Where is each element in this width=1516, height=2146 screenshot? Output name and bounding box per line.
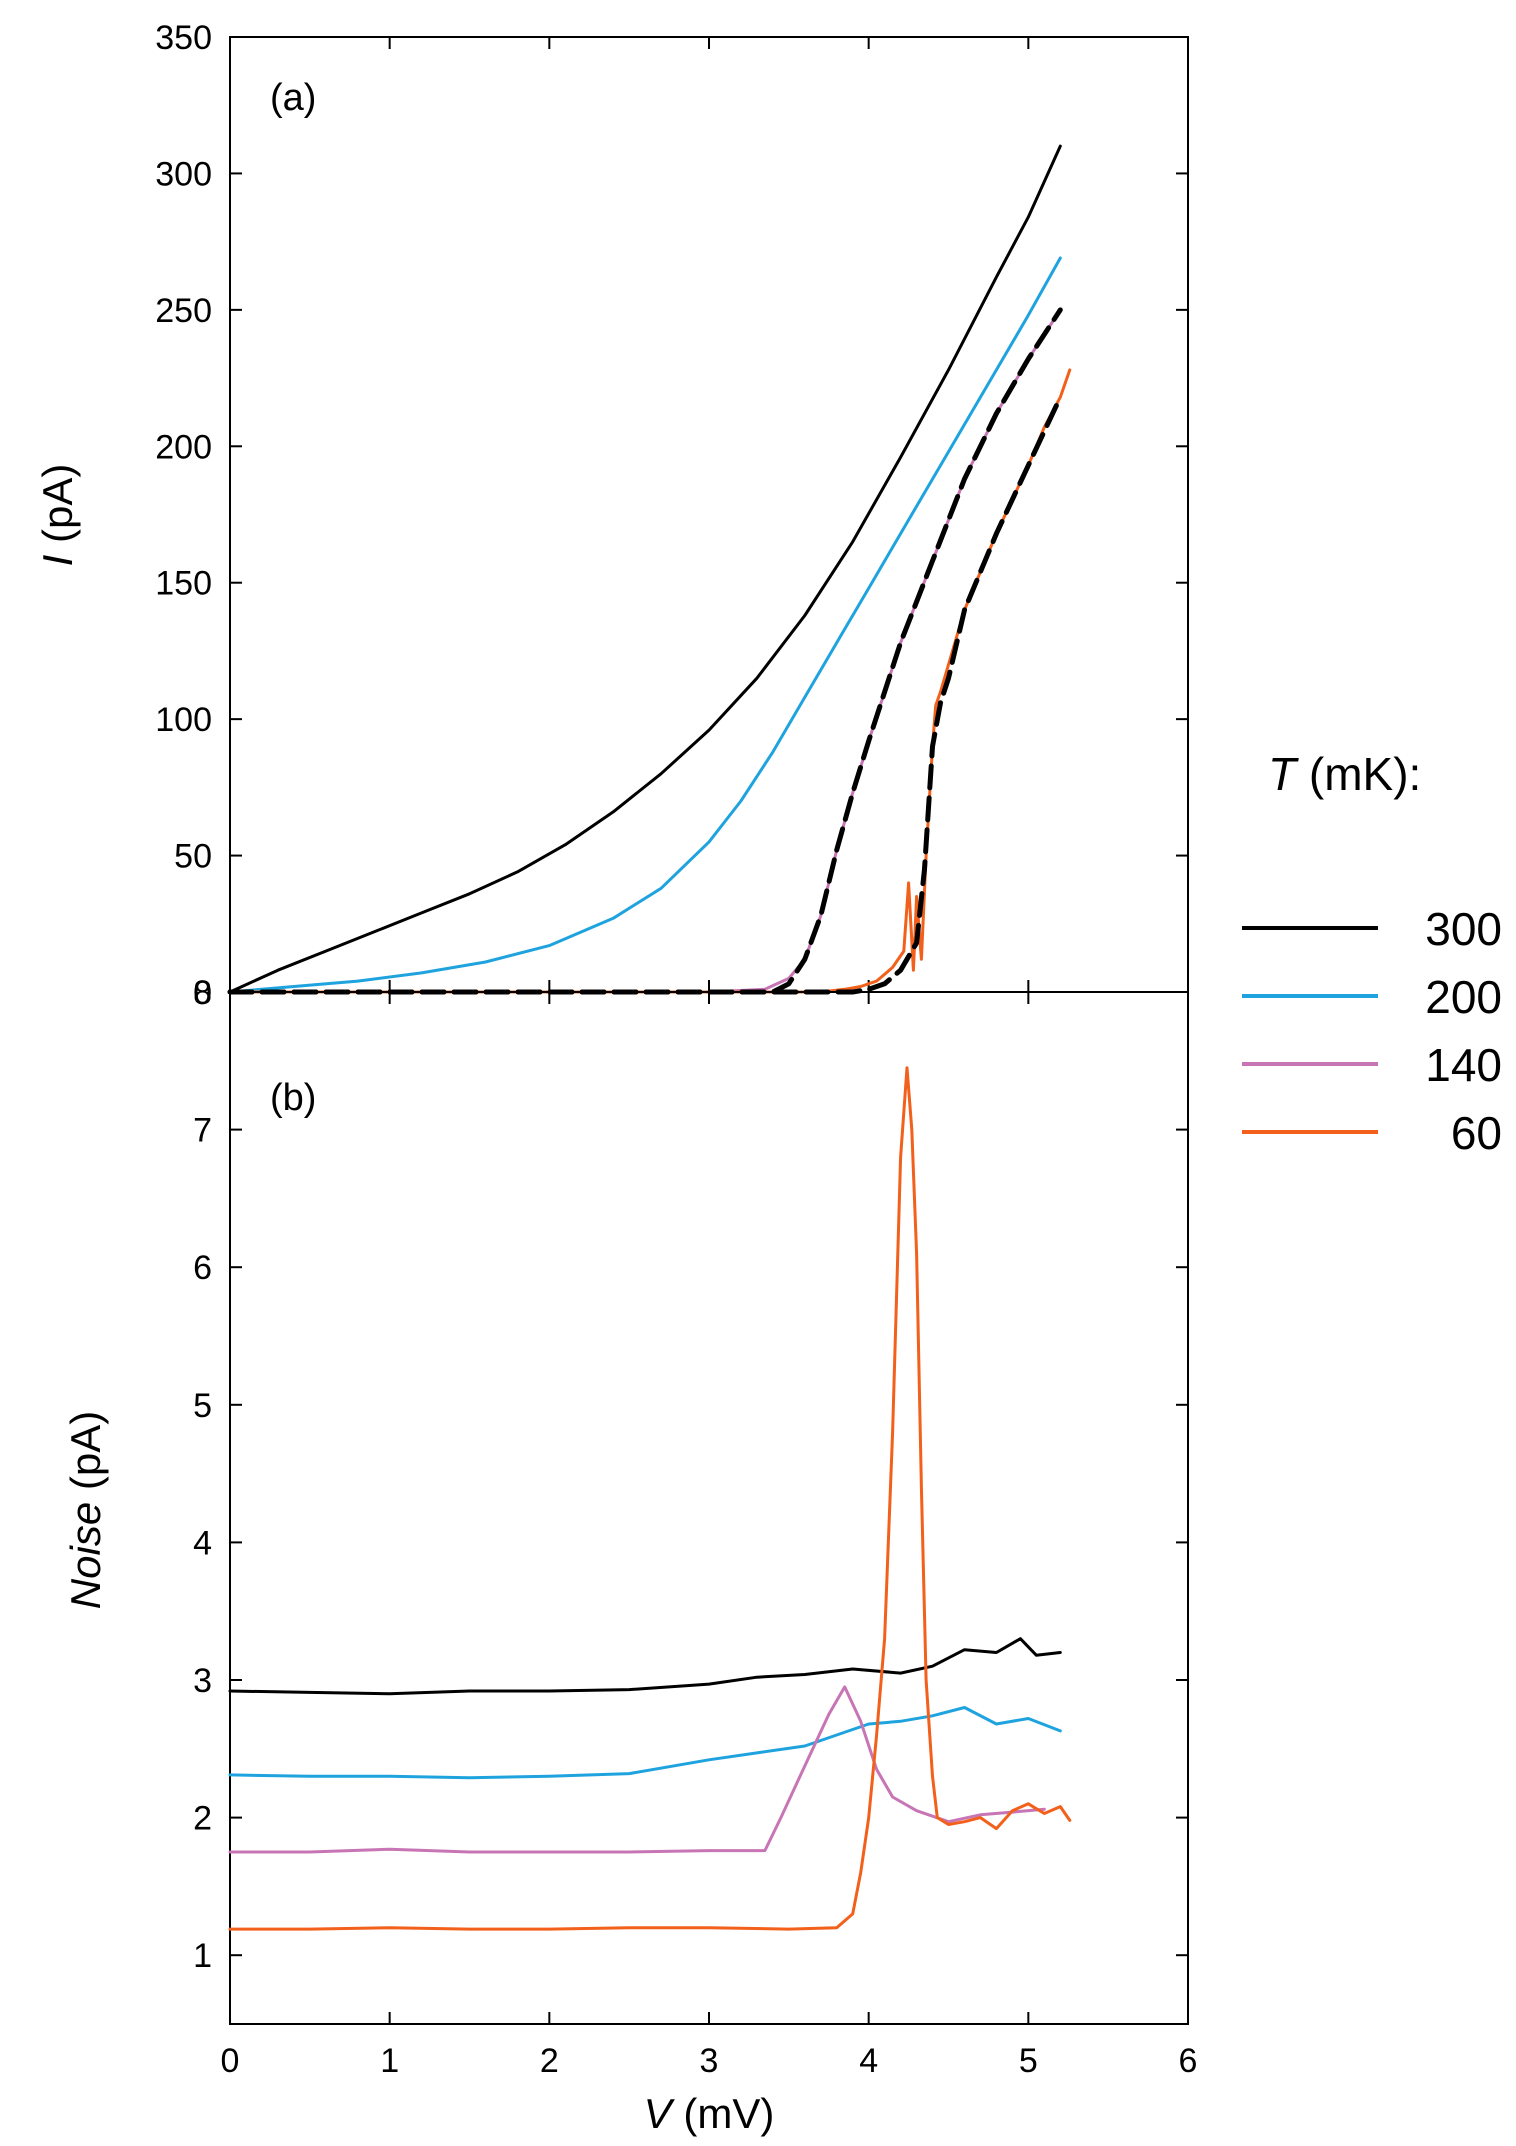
series-line-140-fit — [227, 307, 1063, 995]
y-tick-label: 150 — [155, 565, 212, 603]
x-axis-unit: (mV) — [672, 2090, 775, 2137]
series-line-140 — [228, 1685, 1046, 1854]
y-tick-label: 1 — [193, 1937, 212, 1975]
y-tick-label: 0 — [193, 974, 212, 1012]
y-tick-label: 5 — [193, 1387, 212, 1425]
x-tick-label: 4 — [859, 2042, 878, 2080]
legend-title-var: T — [1268, 748, 1299, 800]
y-tick-label: 350 — [155, 19, 212, 57]
series-line-140 — [228, 308, 1062, 994]
panel-a-label: (a) — [270, 77, 316, 119]
series-line-60-fit — [227, 394, 1063, 995]
x-tick-label: 6 — [1179, 2042, 1198, 2080]
y-tick-label: 300 — [155, 155, 212, 193]
series-line-200 — [228, 1706, 1062, 1780]
y-tick-label: 200 — [155, 428, 212, 466]
panel-b-y-axis-unit: (pA) — [62, 1411, 109, 1502]
panel-a-y-axis-var: I — [34, 554, 81, 566]
legend-entries: 300 200 140 60 — [1242, 903, 1502, 1159]
x-axis-label: V (mV) — [644, 2090, 775, 2137]
panel-a-current-chart: 0 50 100 150 200 250 300 350 (a) I (pA) — [34, 19, 1189, 1012]
y-tick-label: 6 — [193, 1249, 212, 1287]
x-tick-label: 5 — [1019, 2042, 1038, 2080]
series-line-60 — [228, 368, 1072, 994]
y-tick-label: 250 — [155, 292, 212, 330]
series-line-300 — [228, 144, 1062, 994]
panel-b-ticks — [230, 991, 1188, 2024]
panel-b-series — [228, 1066, 1072, 1931]
y-tick-label: 100 — [155, 701, 212, 739]
y-tick-label: 7 — [193, 1112, 212, 1150]
panel-b-y-axis-var: Noise — [62, 1502, 109, 1609]
y-tick-label: 8 — [193, 974, 212, 1012]
legend-label-200: 200 — [1425, 971, 1502, 1023]
series-line-200 — [228, 256, 1062, 994]
legend-title-unit: (mK): — [1296, 748, 1421, 800]
x-axis-var: V — [644, 2090, 676, 2137]
x-tick-label: 3 — [700, 2042, 719, 2080]
panel-b-y-axis-label: Noise (pA) — [62, 1411, 109, 1609]
y-tick-label: 50 — [174, 838, 212, 876]
panel-a-series — [227, 144, 1072, 995]
panel-a-tick-labels: 0 50 100 150 200 250 300 350 — [155, 19, 212, 1012]
panel-a-y-axis-unit: (pA) — [34, 464, 81, 555]
panel-b-frame — [229, 991, 1189, 2025]
legend-title: T (mK): — [1268, 748, 1421, 800]
legend: T (mK): 300 200 140 60 — [1242, 748, 1502, 1159]
legend-label-300: 300 — [1425, 903, 1502, 955]
panel-a-y-axis-label: I (pA) — [34, 464, 81, 567]
x-tick-label: 2 — [540, 2042, 559, 2080]
panel-b-label: (b) — [270, 1077, 316, 1119]
series-line-300 — [228, 1637, 1062, 1696]
legend-label-60: 60 — [1451, 1107, 1502, 1159]
legend-label-140: 140 — [1425, 1039, 1502, 1091]
y-tick-label: 3 — [193, 1662, 212, 1700]
y-tick-label: 2 — [193, 1800, 212, 1838]
series-line-60 — [228, 1066, 1072, 1931]
x-tick-label: 1 — [380, 2042, 399, 2080]
y-tick-label: 4 — [193, 1524, 212, 1562]
x-tick-label: 0 — [221, 2042, 240, 2080]
